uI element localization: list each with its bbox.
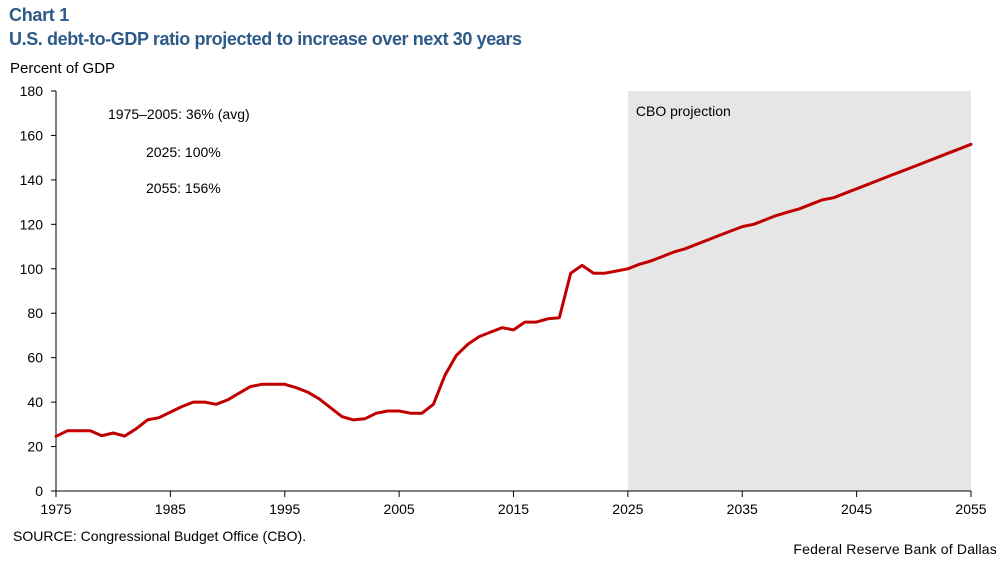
y-tick-label: 160 [20, 127, 44, 143]
x-tick-label: 1975 [40, 501, 71, 517]
axes: 0 20 40 60 80 100 120 140 160 180 1975 1985 1995 2005… [20, 83, 987, 517]
series-line [54, 142, 973, 438]
chart-number: Chart 1 [9, 5, 69, 25]
annotation-text: 1975–2005: 36% (avg) [108, 106, 250, 122]
annotation-layer: 1975–2005: 36% (avg) 2025: 100% 2055: 156% [108, 106, 250, 196]
x-tick-label: 2055 [955, 501, 986, 517]
source-note: SOURCE: Congressional Budget Office (CBO… [13, 528, 307, 544]
y-tick-label: 0 [35, 483, 43, 499]
x-tick-label: 2005 [384, 501, 415, 517]
y-tick-label: 40 [27, 394, 43, 410]
y-tick-label: 100 [20, 261, 44, 277]
annotation-text: 2055: 156% [146, 180, 221, 196]
shade-layer: CBO projection [627, 91, 971, 491]
x-tick-label: 1995 [269, 501, 300, 517]
y-tick-label: 80 [27, 305, 43, 321]
x-tick-label: 2025 [612, 501, 643, 517]
y-tick-label: 140 [20, 172, 44, 188]
projection-shading [627, 91, 971, 491]
series-layer [54, 142, 973, 438]
y-axis-unit-label: Percent of GDP [10, 60, 116, 77]
x-tick-label: 2015 [498, 501, 529, 517]
credit-line: Federal Reserve Bank of Dallas [793, 541, 997, 557]
y-tick-label: 180 [20, 83, 44, 99]
x-tick-label: 2035 [727, 501, 758, 517]
annotation-text: 2025: 100% [146, 144, 221, 160]
y-tick-label: 20 [27, 439, 43, 455]
chart-title: U.S. debt-to-GDP ratio projected to incr… [9, 29, 522, 49]
projection-label: CBO projection [636, 103, 731, 119]
x-tick-label: 1985 [155, 501, 186, 517]
y-tick-label: 120 [20, 216, 44, 232]
y-tick-label: 60 [27, 350, 43, 366]
x-tick-label: 2045 [841, 501, 872, 517]
